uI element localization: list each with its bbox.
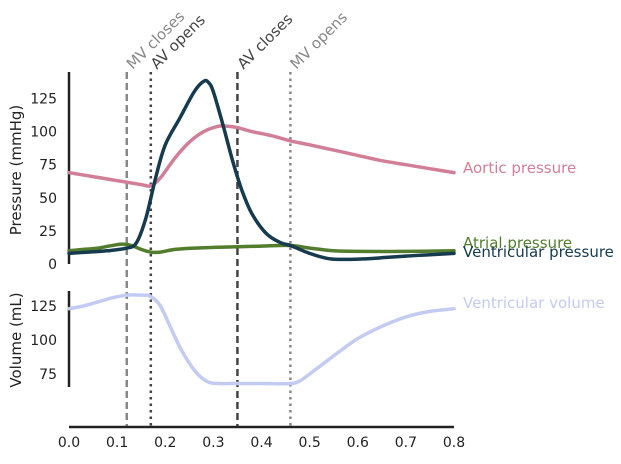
volume-tick-label: 125 bbox=[30, 299, 57, 315]
pressure-tick-label: 125 bbox=[30, 91, 57, 107]
x-tick-label: 0.8 bbox=[443, 435, 465, 451]
pressure-tick-label: 75 bbox=[39, 158, 57, 174]
pressure-y-axis: 0 25 50 75 100 125 bbox=[30, 72, 71, 273]
pressure-tick-label: 0 bbox=[48, 257, 57, 273]
pressure-tick-label: 50 bbox=[39, 191, 57, 207]
series-label-atrial-pressure: Atrial pressure bbox=[463, 234, 572, 252]
event-label-av-closes: AV closes bbox=[234, 10, 297, 73]
series-label-aortic-pressure: Aortic pressure bbox=[463, 159, 576, 177]
pressure-ylabel: Pressure (mmHg) bbox=[7, 105, 25, 236]
series-label-ventricular-pressure: Ventricular pressure bbox=[463, 243, 614, 261]
x-tick-label: 0.2 bbox=[154, 435, 176, 451]
series-line-ventricular-volume bbox=[67, 293, 456, 386]
pressure-panel: 0 25 50 75 100 125 Pressure (mmHg) bbox=[7, 72, 456, 273]
volume-ylabel: Volume (mL) bbox=[7, 292, 25, 387]
event-lines bbox=[125, 72, 292, 428]
event-label-mv-opens: MV opens bbox=[286, 8, 351, 73]
x-tick-label: 0.7 bbox=[395, 435, 417, 451]
series-label-ventricular-volume: Ventricular volume bbox=[463, 294, 605, 312]
x-tick-label: 0.3 bbox=[202, 435, 224, 451]
pressure-series bbox=[67, 78, 456, 262]
volume-y-axis: 75 100 125 bbox=[30, 291, 71, 387]
x-tick-label: 0.4 bbox=[250, 435, 272, 451]
x-tick-label: 0.1 bbox=[106, 435, 128, 451]
volume-tick-label: 100 bbox=[30, 333, 57, 349]
x-tick-label: 0.6 bbox=[347, 435, 369, 451]
time-x-axis: 0.0 0.1 0.2 0.3 0.4 0.5 0.6 0.7 0.8 bbox=[58, 425, 465, 451]
series-line-atrial-pressure bbox=[67, 242, 456, 255]
pressure-tick-label: 25 bbox=[39, 224, 57, 240]
volume-tick-label: 75 bbox=[39, 367, 57, 383]
series-line-ventricular-pressure bbox=[67, 78, 456, 262]
volume-series bbox=[67, 293, 456, 386]
series-line-aortic-pressure bbox=[67, 124, 456, 189]
x-tick-label: 0.5 bbox=[298, 435, 320, 451]
pressure-tick-label: 100 bbox=[30, 125, 57, 141]
volume-panel: 75 100 125 Volume (mL) bbox=[7, 291, 456, 388]
x-tick-label: 0.0 bbox=[58, 435, 80, 451]
